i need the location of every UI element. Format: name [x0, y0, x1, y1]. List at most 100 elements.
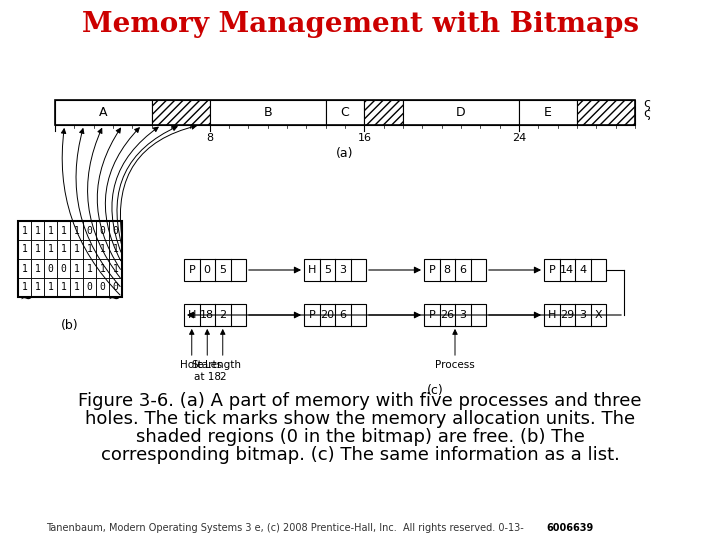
Text: 1: 1 [73, 245, 79, 254]
Text: Length
2: Length 2 [204, 360, 240, 382]
Bar [55, 100, 152, 125]
Text: H: H [307, 265, 316, 275]
Bar [70, 221, 83, 240]
Bar [44, 278, 57, 297]
Text: ς: ς [643, 107, 650, 120]
Bar [424, 259, 486, 281]
Text: Tanenbaum, Modern Operating Systems 3 e, (c) 2008 Prentice-Hall, Inc.  All right: Tanenbaum, Modern Operating Systems 3 e,… [46, 523, 524, 533]
Bar [83, 240, 96, 259]
Text: P: P [428, 310, 435, 320]
Text: Memory Management with Bitmaps: Memory Management with Bitmaps [81, 11, 639, 38]
Bar [18, 240, 31, 259]
Text: corresponding bitmap. (c) The same information as a list.: corresponding bitmap. (c) The same infor… [101, 446, 619, 464]
Bar [44, 240, 57, 259]
Text: 20: 20 [320, 310, 334, 320]
Text: ~: ~ [19, 291, 32, 306]
Text: 18: 18 [200, 310, 215, 320]
Bar [44, 221, 57, 240]
Bar [83, 221, 96, 240]
Text: 1: 1 [35, 226, 40, 235]
Text: 1: 1 [48, 245, 53, 254]
Text: P: P [428, 265, 435, 275]
Text: C: C [341, 106, 349, 119]
Text: P: P [549, 265, 555, 275]
Text: 1: 1 [86, 264, 92, 273]
Text: 1: 1 [73, 282, 79, 293]
Text: 5: 5 [220, 265, 226, 275]
Text: (a): (a) [336, 147, 354, 160]
Bar [577, 100, 635, 125]
Bar [96, 259, 109, 278]
Text: 1: 1 [48, 282, 53, 293]
Text: 1: 1 [35, 264, 40, 273]
Text: 1: 1 [73, 226, 79, 235]
Bar [57, 278, 70, 297]
Bar [31, 221, 44, 240]
Bar [109, 278, 122, 297]
Bar [109, 259, 122, 278]
Text: 4: 4 [579, 265, 586, 275]
Text: 3: 3 [339, 265, 346, 275]
Bar [424, 304, 486, 326]
Text: (c): (c) [427, 384, 444, 397]
Bar [57, 240, 70, 259]
Text: 24: 24 [512, 133, 526, 143]
Bar [18, 259, 31, 278]
Bar [83, 278, 96, 297]
Bar [96, 278, 109, 297]
Text: Process: Process [435, 360, 475, 370]
Bar [83, 259, 96, 278]
Bar [70, 240, 83, 259]
Text: 0: 0 [112, 226, 118, 235]
Text: 1: 1 [35, 282, 40, 293]
Text: 0: 0 [99, 282, 105, 293]
Text: X: X [595, 310, 602, 320]
Bar [325, 100, 364, 125]
Text: 1: 1 [99, 264, 105, 273]
Bar [304, 259, 366, 281]
Text: E: E [544, 106, 552, 119]
Bar [70, 259, 83, 278]
Text: 1: 1 [22, 264, 27, 273]
Bar [31, 240, 44, 259]
Bar [544, 304, 606, 326]
Bar [18, 221, 31, 240]
Bar [364, 100, 403, 125]
Text: H: H [188, 310, 196, 320]
Text: 0: 0 [99, 226, 105, 235]
Text: 6006639: 6006639 [546, 523, 593, 533]
Bar [109, 240, 122, 259]
Bar [403, 100, 519, 125]
Text: 1: 1 [60, 226, 66, 235]
Text: 14: 14 [560, 265, 575, 275]
Text: 0: 0 [86, 282, 92, 293]
Text: 29: 29 [560, 310, 575, 320]
Text: 6: 6 [339, 310, 346, 320]
Text: 1: 1 [60, 282, 66, 293]
Text: 1: 1 [112, 264, 118, 273]
Bar [44, 259, 57, 278]
Text: (b): (b) [61, 319, 78, 332]
Text: B: B [264, 106, 272, 119]
Text: 0: 0 [112, 282, 118, 293]
Text: 8: 8 [206, 133, 213, 143]
Text: 5: 5 [324, 265, 330, 275]
Text: D: D [456, 106, 466, 119]
Text: 3: 3 [459, 310, 467, 320]
Text: Hole: Hole [180, 360, 204, 370]
Text: 1: 1 [73, 264, 79, 273]
Text: 1: 1 [22, 226, 27, 235]
Bar [70, 278, 83, 297]
Bar [109, 221, 122, 240]
Text: 1: 1 [112, 245, 118, 254]
Text: H: H [548, 310, 556, 320]
Text: 26: 26 [440, 310, 454, 320]
Text: 6: 6 [459, 265, 467, 275]
Text: 1: 1 [22, 282, 27, 293]
Bar [544, 259, 606, 281]
Text: 2: 2 [219, 310, 226, 320]
Bar [57, 221, 70, 240]
Text: ς: ς [643, 98, 650, 111]
Text: P: P [308, 310, 315, 320]
Bar [96, 240, 109, 259]
